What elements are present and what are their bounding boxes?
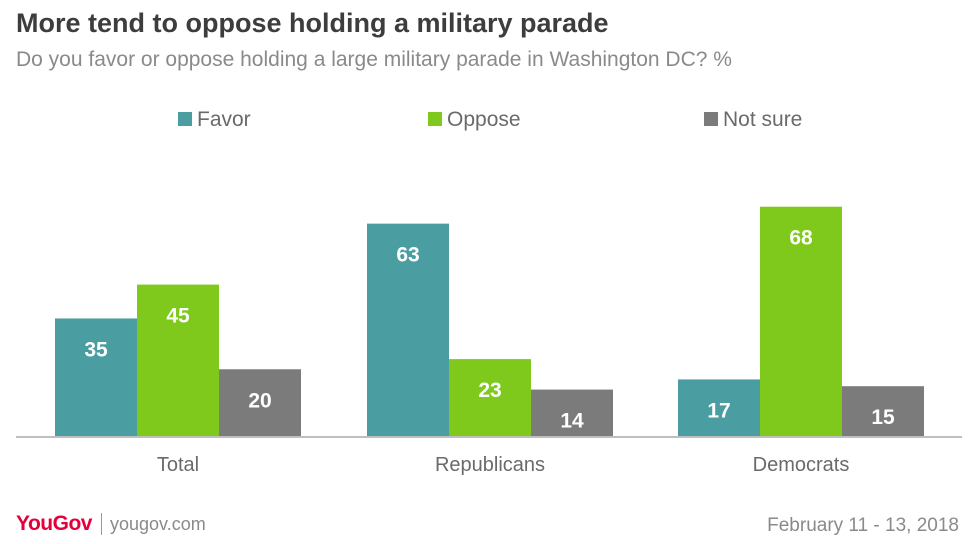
legend-swatch-1	[428, 112, 442, 126]
category-label-2: Democrats	[753, 454, 850, 476]
bar-2-0	[219, 369, 301, 437]
footer-date: February 11 - 13, 2018	[767, 515, 959, 536]
legend-swatch-2	[704, 112, 718, 126]
data-label-1-1: 23	[478, 379, 501, 402]
category-label-0: Total	[157, 454, 199, 476]
legend-label-0: Favor	[197, 108, 251, 131]
footer-site-link[interactable]: yougov.com	[110, 514, 206, 534]
bar-0-2	[678, 379, 760, 437]
bar-1-0	[137, 284, 219, 437]
bar-0-0	[55, 318, 137, 437]
data-label-1-2: 68	[789, 227, 813, 250]
yougov-logo[interactable]: YouGov	[16, 512, 92, 535]
bar-2-2	[842, 386, 924, 437]
chart-data-labels: 35 45 20 63 23 14 17 68 15	[84, 227, 895, 433]
chart-title: More tend to oppose holding a military p…	[16, 8, 609, 38]
chart-bars	[55, 206, 924, 437]
legend-label-1: Oppose	[447, 108, 521, 131]
bar-1-2	[760, 206, 842, 437]
data-label-0-2: 17	[707, 399, 730, 422]
data-label-0-0: 35	[84, 338, 108, 361]
bar-1-1	[449, 359, 531, 437]
chart-subtitle: Do you favor or oppose holding a large m…	[16, 48, 732, 71]
data-label-2-0: 20	[248, 389, 271, 412]
x-axis-categories: Total Republicans Democrats	[157, 454, 849, 476]
chart-legend: Favor Oppose Not sure	[178, 108, 802, 131]
category-label-1: Republicans	[435, 454, 545, 476]
legend-swatch-0	[178, 112, 192, 126]
data-label-1-0: 45	[166, 305, 190, 328]
data-label-2-1: 14	[560, 410, 584, 433]
legend-label-2: Not sure	[723, 108, 802, 131]
bar-0-1	[367, 223, 449, 437]
bar-chart: Favor Oppose Not sure 35 45 20 63 23 14 17 68 15 T…	[16, 108, 962, 476]
bar-2-1	[531, 389, 613, 437]
footer-divider	[101, 513, 102, 535]
data-label-0-1: 63	[396, 244, 419, 267]
data-label-2-2: 15	[871, 406, 895, 429]
